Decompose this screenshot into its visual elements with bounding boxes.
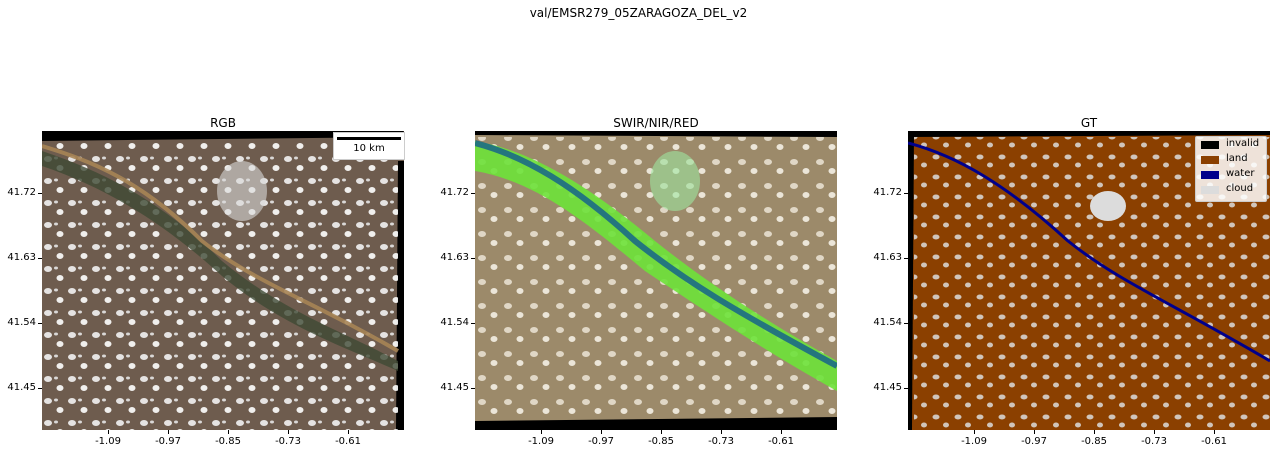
swir-image	[475, 131, 837, 430]
x-tick-label: -0.97	[155, 436, 181, 447]
scale-bar-line	[337, 137, 401, 140]
x-tick-mark	[661, 430, 662, 434]
legend-item-water: water	[1196, 167, 1266, 182]
legend-swatch-water	[1201, 171, 1219, 179]
legend-label-water: water	[1226, 168, 1255, 179]
legend-swatch-invalid	[1201, 141, 1219, 149]
y-tick-label: 41.72	[440, 187, 469, 198]
y-tick-label: 41.72	[7, 187, 36, 198]
y-tick-mark	[904, 193, 908, 194]
x-tick-mark	[228, 430, 229, 434]
x-tick-label: -0.61	[1201, 436, 1227, 447]
y-tick-label: 41.63	[873, 252, 902, 263]
legend-item-invalid: invalid	[1196, 137, 1266, 152]
legend-label-invalid: invalid	[1226, 138, 1260, 149]
scale-bar: 10 km	[333, 132, 405, 160]
rgb-image	[42, 131, 404, 430]
x-tick-mark	[781, 430, 782, 434]
y-tick-mark	[904, 388, 908, 389]
x-tick-label: -0.61	[768, 436, 794, 447]
y-tick-label: 41.54	[873, 317, 902, 328]
panel-title-rgb: RGB	[210, 116, 236, 130]
legend-item-cloud: cloud	[1196, 182, 1266, 197]
x-tick-mark	[168, 430, 169, 434]
y-tick-mark	[38, 388, 42, 389]
x-tick-label: -1.09	[961, 436, 987, 447]
x-tick-label: -0.73	[1141, 436, 1167, 447]
y-tick-mark	[904, 258, 908, 259]
x-tick-label: -0.61	[335, 436, 361, 447]
x-tick-label: -0.85	[648, 436, 674, 447]
x-tick-mark	[348, 430, 349, 434]
x-tick-label: -0.85	[215, 436, 241, 447]
y-tick-label: 41.54	[440, 317, 469, 328]
x-tick-label: -1.09	[95, 436, 121, 447]
y-tick-label: 41.45	[873, 382, 902, 393]
x-tick-mark	[974, 430, 975, 434]
legend-item-land: land	[1196, 152, 1266, 167]
x-tick-label: -0.97	[588, 436, 614, 447]
x-tick-mark	[1214, 430, 1215, 434]
x-tick-mark	[541, 430, 542, 434]
y-tick-mark	[471, 388, 475, 389]
scale-bar-label: 10 km	[353, 143, 385, 154]
x-tick-mark	[1094, 430, 1095, 434]
x-tick-mark	[108, 430, 109, 434]
legend: invalid land water cloud	[1195, 136, 1267, 202]
y-tick-mark	[38, 258, 42, 259]
legend-label-cloud: cloud	[1226, 183, 1254, 194]
x-tick-label: -0.73	[275, 436, 301, 447]
y-tick-label: 41.72	[873, 187, 902, 198]
legend-swatch-cloud	[1201, 186, 1219, 194]
y-tick-label: 41.45	[440, 382, 469, 393]
y-tick-label: 41.63	[7, 252, 36, 263]
x-tick-mark	[601, 430, 602, 434]
x-tick-mark	[288, 430, 289, 434]
x-tick-label: -0.97	[1021, 436, 1047, 447]
x-tick-label: -1.09	[528, 436, 554, 447]
x-tick-mark	[1034, 430, 1035, 434]
y-tick-label: 41.45	[7, 382, 36, 393]
x-tick-mark	[1154, 430, 1155, 434]
y-tick-mark	[471, 323, 475, 324]
x-tick-label: -0.85	[1081, 436, 1107, 447]
legend-label-land: land	[1226, 153, 1248, 164]
y-tick-mark	[38, 323, 42, 324]
panel-title-gt: GT	[1080, 116, 1098, 130]
y-tick-mark	[38, 193, 42, 194]
y-tick-mark	[471, 258, 475, 259]
figure-title: val/EMSR279_05ZARAGOZA_DEL_v2	[529, 6, 748, 20]
y-tick-label: 41.54	[7, 317, 36, 328]
y-tick-mark	[471, 193, 475, 194]
x-tick-label: -0.73	[708, 436, 734, 447]
x-tick-mark	[721, 430, 722, 434]
legend-swatch-land	[1201, 156, 1219, 164]
y-tick-label: 41.63	[440, 252, 469, 263]
panel-title-swir: SWIR/NIR/RED	[613, 116, 699, 130]
y-tick-mark	[904, 323, 908, 324]
